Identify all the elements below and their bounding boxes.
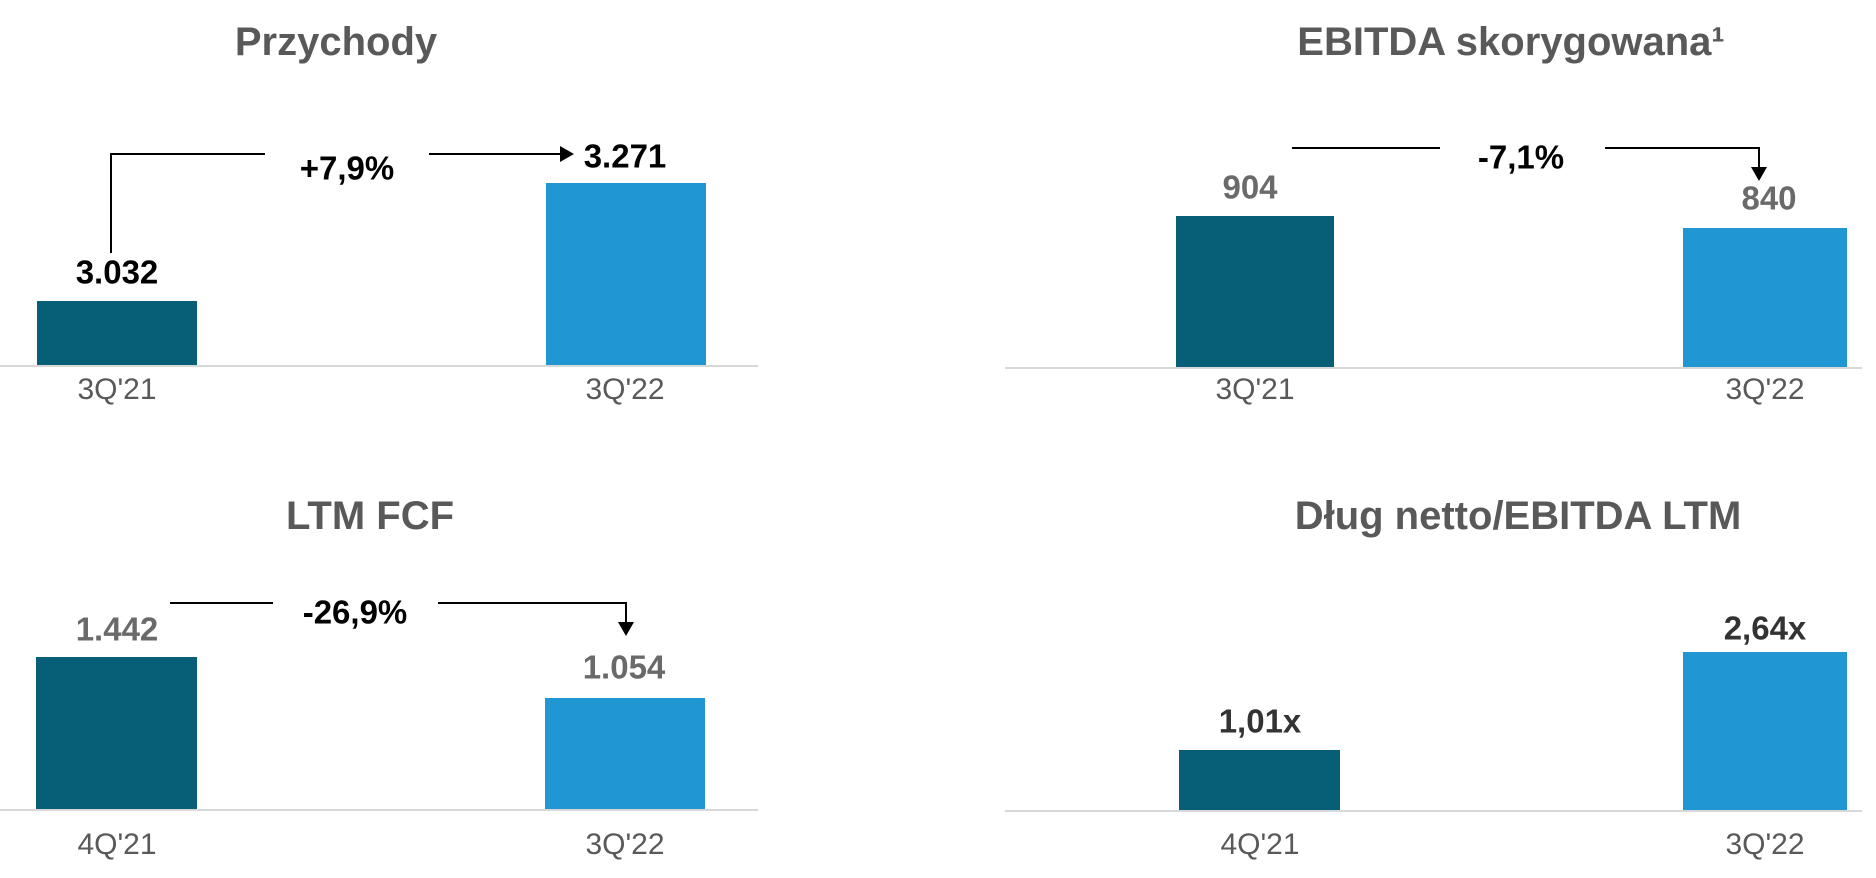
value-label: 3.271 xyxy=(583,137,667,175)
category-label: 3Q'22 xyxy=(1725,373,1805,406)
bar-3q22 xyxy=(1683,652,1847,810)
bar-4q21 xyxy=(36,657,197,809)
axis-baseline xyxy=(1005,810,1862,812)
arrowhead-right-icon xyxy=(560,146,574,162)
category-label: 4Q'21 xyxy=(1220,828,1300,861)
connector-line xyxy=(1292,147,1440,149)
value-label: 1.442 xyxy=(75,610,159,648)
connector-line xyxy=(110,153,112,253)
category-label: 3Q'21 xyxy=(1215,373,1295,406)
axis-baseline xyxy=(0,365,758,367)
bar-4q21 xyxy=(1179,750,1340,810)
connector-line xyxy=(110,153,265,155)
axis-baseline xyxy=(0,809,758,811)
bar-3q22 xyxy=(1683,228,1847,367)
chart-title: Przychody xyxy=(234,20,438,64)
value-label: 904 xyxy=(1222,168,1278,206)
category-label: 3Q'22 xyxy=(585,828,665,861)
value-label: 840 xyxy=(1741,179,1797,217)
category-label: 3Q'21 xyxy=(77,373,157,406)
arrowhead-down-icon xyxy=(1751,167,1767,181)
chart-title: EBITDA skorygowana¹ xyxy=(1297,20,1725,64)
connector-line xyxy=(625,602,627,624)
change-label: -26,9% xyxy=(302,593,408,631)
axis-baseline xyxy=(1005,367,1862,369)
chart-title: Dług netto/EBITDA LTM xyxy=(1294,494,1742,538)
value-label: 3.032 xyxy=(75,253,159,291)
chart-title: LTM FCF xyxy=(285,494,455,538)
change-label: +7,9% xyxy=(299,149,395,187)
connector-line xyxy=(170,602,273,604)
category-label: 3Q'22 xyxy=(1725,828,1805,861)
connector-line xyxy=(1605,147,1760,149)
connector-line xyxy=(1758,147,1760,169)
arrowhead-down-icon xyxy=(618,622,634,636)
value-label: 1.054 xyxy=(582,648,666,686)
connector-line xyxy=(429,153,562,155)
value-label: 1,01x xyxy=(1218,702,1302,740)
value-label: 2,64x xyxy=(1723,609,1807,647)
bar-3q21 xyxy=(1176,216,1334,367)
connector-line xyxy=(438,602,627,604)
category-label: 4Q'21 xyxy=(77,828,157,861)
bar-3q22 xyxy=(546,183,706,365)
category-label: 3Q'22 xyxy=(585,373,665,406)
bar-3q21 xyxy=(37,301,197,365)
change-label: -7,1% xyxy=(1477,138,1565,176)
bar-3q22 xyxy=(545,698,705,809)
